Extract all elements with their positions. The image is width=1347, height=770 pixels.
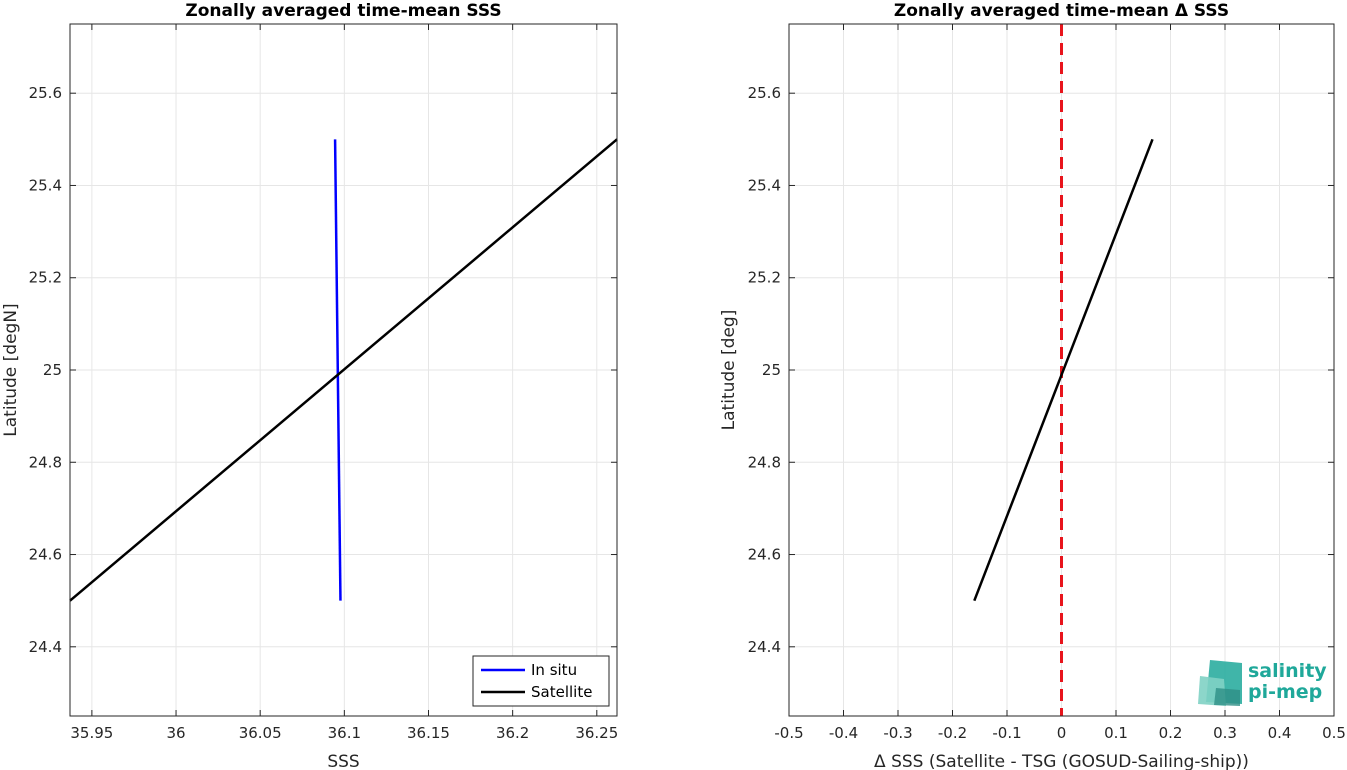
x-tick-label: 0 [1057,724,1067,742]
satellite-line [69,138,618,602]
x-tick-label: -0.1 [992,724,1021,742]
x-tick-label: 0.1 [1104,724,1128,742]
in-situ-line [333,139,342,601]
chart-title: Zonally averaged time-mean Δ SSS [894,1,1229,21]
x-tick-label: -0.5 [774,724,803,742]
x-tick-label: 0.2 [1159,724,1183,742]
y-tick-label: 25.4 [29,176,62,194]
x-axis-label: Δ SSS (Satellite - TSG (GOSUD-Sailing-sh… [874,752,1249,770]
logo-text-pimep: pi-mep [1248,681,1322,703]
logo-text-salinity: salinity [1248,660,1327,682]
y-tick-label: 25.2 [29,269,62,287]
x-tick-label: -0.4 [829,724,858,742]
y-tick-label: 25.2 [748,269,781,287]
y-tick-label: 24.8 [748,453,781,471]
x-tick-label: -0.3 [883,724,912,742]
legend-label: Satellite [531,683,592,701]
x-axis-label: SSS [327,752,359,770]
x-tick-label: 36.15 [407,724,450,742]
y-tick-label: 24.6 [748,546,781,564]
y-tick-label: 25 [43,361,62,379]
right-plot: -0.5 -0.4 -0.3 -0.2 -0.1 0 0.1 0.2 0.3 0.4 0.5 24.4… [719,1,1346,770]
x-tick-label: 0.4 [1268,724,1292,742]
logo-wave-icon [1214,688,1240,706]
y-tick-label: 24.4 [29,638,62,656]
x-tick-label: -0.2 [938,724,967,742]
y-tick-label: 25 [762,361,781,379]
y-axis-label: Latitude [deg] [719,310,739,431]
y-tick-label: 24.6 [29,546,62,564]
axes-box [69,23,618,717]
x-tick-label: 36.2 [496,724,529,742]
x-tick-label: 36 [166,724,185,742]
x-tick-label: 35.95 [70,724,113,742]
axes-box [788,23,1335,717]
left-plot: 35.95 36 36.05 36.1 36.15 36.2 36.25 24.4 24.6 24… [1,1,618,770]
x-tick-label: 36.05 [239,724,282,742]
legend-box [472,655,610,707]
y-tick-label: 25.4 [748,176,781,194]
x-tick-label: 0.3 [1213,724,1237,742]
delta-sss-line [973,138,1154,602]
y-tick-label: 24.4 [748,638,781,656]
y-tick-label: 25.6 [748,84,781,102]
x-tick-label: 36.1 [328,724,361,742]
legend: In situ Satellite [472,655,610,707]
chart-title: Zonally averaged time-mean SSS [185,1,501,21]
x-tick-label: 0.5 [1322,724,1346,742]
y-tick-label: 24.8 [29,453,62,471]
x-tick-label: 36.25 [575,724,618,742]
y-axis-label: Latitude [degN] [1,303,21,436]
y-tick-label: 25.6 [29,84,62,102]
legend-label: In situ [531,661,577,679]
